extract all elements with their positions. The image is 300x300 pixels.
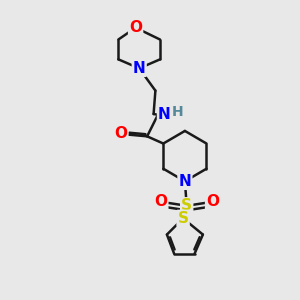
Text: H: H bbox=[172, 105, 184, 119]
Text: O: O bbox=[206, 194, 219, 209]
Text: N: N bbox=[133, 61, 146, 76]
Text: S: S bbox=[178, 211, 189, 226]
Text: N: N bbox=[178, 174, 191, 189]
Text: O: O bbox=[154, 194, 167, 209]
Text: O: O bbox=[129, 20, 142, 35]
Text: N: N bbox=[158, 107, 171, 122]
Text: S: S bbox=[181, 198, 192, 213]
Text: O: O bbox=[114, 126, 128, 141]
